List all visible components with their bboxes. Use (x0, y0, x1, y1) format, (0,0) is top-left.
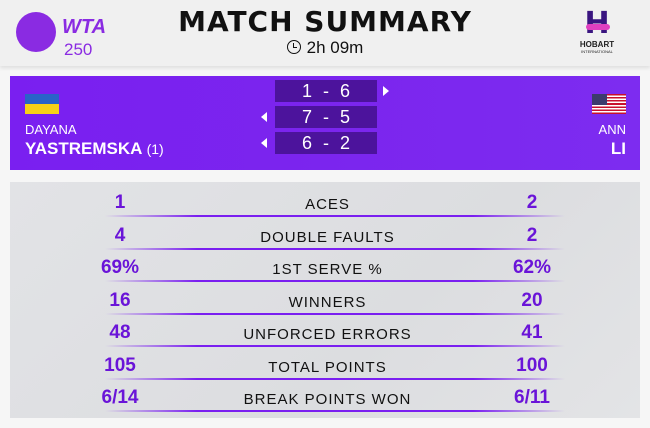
row-divider (105, 280, 565, 282)
header: WTA 250 MATCH SUMMARY 2h 09m H HOBART IN… (0, 0, 650, 66)
right-stat-value: 2 (526, 224, 538, 246)
left-stat-value: 6/14 (101, 387, 139, 408)
left-stat-value: 69% (100, 257, 140, 278)
right-stat-value: 100 (516, 354, 548, 376)
stat-label: 1ST SERVE % (272, 261, 383, 278)
stats-panel: 1 ACES 2 4 DOUBLE FAULTS 2 69% 1ST SERVE… (10, 182, 640, 418)
stat-label: TOTAL POINTS (268, 358, 387, 376)
scoreboard: DAYANA YASTREMSKA (1) ANN LI 1 - 6 7 - 5… (10, 76, 640, 170)
set-winner-arrow-icon (261, 112, 267, 122)
wta-250-logo: WTA 250 (16, 10, 116, 59)
row-divider (105, 312, 565, 315)
left-stat-value: 4 (114, 224, 126, 246)
right-stat-value: 2 (526, 192, 538, 213)
stat-row: 48 UNFORCED ERRORS 41 (10, 316, 640, 348)
right-stat-value: 62% (512, 257, 552, 278)
page-title: MATCH SUMMARY (178, 5, 472, 38)
wta-text: WTA (62, 16, 107, 38)
stat-row: 6/14 BREAK POINTS WON 6/11 (10, 381, 640, 413)
set-winner-arrow-icon (383, 86, 389, 96)
left-stat-value: 105 (104, 354, 136, 376)
stat-row: 16 WINNERS 20 (10, 284, 640, 316)
ukraine-flag-icon (25, 94, 59, 114)
right-player-first-name: ANN (598, 122, 626, 137)
stat-row: 4 DOUBLE FAULTS 2 (10, 219, 640, 251)
left-player-surname: YASTREMSKA (25, 139, 142, 158)
hobart-h-icon: H (562, 8, 632, 40)
left-player-last-name: YASTREMSKA (1) (25, 139, 164, 159)
stat-label: BREAK POINTS WON (243, 391, 412, 408)
row-divider (105, 377, 565, 380)
tour-level: 250 (64, 40, 93, 59)
stat-row: 105 TOTAL POINTS 100 (10, 349, 640, 381)
row-divider (105, 345, 565, 347)
match-duration: 2h 09m (0, 38, 650, 58)
stat-label: UNFORCED ERRORS (243, 326, 412, 343)
right-stat-value: 41 (521, 322, 543, 343)
row-divider (105, 215, 565, 217)
stat-row: 1 ACES 2 (10, 186, 640, 218)
set-1-score: 1 - 6 (275, 80, 377, 102)
right-player-last-name: LI (610, 139, 626, 158)
hobart-text: HOBART (579, 40, 615, 49)
stat-label: DOUBLE FAULTS (260, 228, 395, 246)
left-player-first-name: DAYANA (25, 122, 77, 137)
wta-player-icon (16, 12, 56, 52)
row-divider (105, 410, 565, 412)
left-player-seed: (1) (146, 141, 164, 157)
right-stat-value: 20 (521, 289, 543, 311)
usa-flag-icon (592, 94, 626, 114)
stat-row: 69% 1ST SERVE % 62% (10, 251, 640, 283)
left-stat-value: 1 (114, 192, 126, 213)
hobart-international-logo: H HOBART INTERNATIONAL (562, 8, 632, 60)
international-text: INTERNATIONAL (581, 49, 613, 54)
row-divider (105, 247, 565, 250)
left-stat-value: 48 (109, 322, 131, 343)
set-3-score: 6 - 2 (275, 132, 377, 154)
right-stat-value: 6/11 (514, 387, 550, 408)
set-winner-arrow-icon (261, 138, 267, 148)
set-2-score: 7 - 5 (275, 106, 377, 128)
clock-icon (286, 40, 301, 54)
left-stat-value: 16 (109, 289, 131, 311)
stat-label: WINNERS (288, 293, 367, 311)
stat-label: ACES (305, 196, 350, 213)
duration-text: 2h 09m (306, 38, 364, 57)
